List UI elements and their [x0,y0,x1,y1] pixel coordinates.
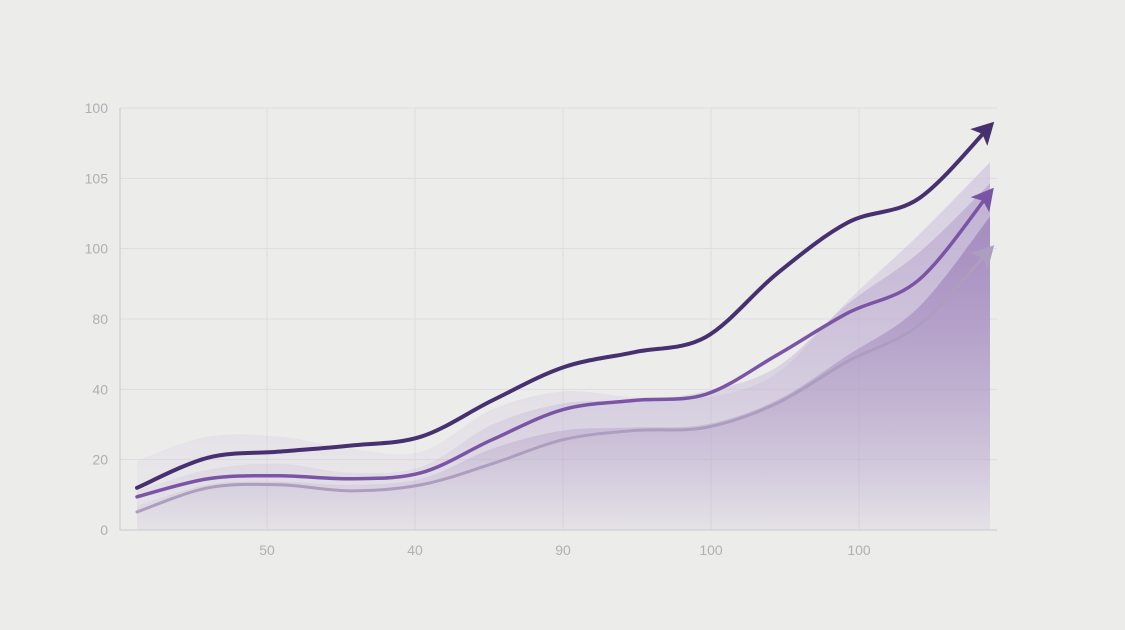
x-tick-label: 40 [407,542,423,558]
y-tick-label: 20 [92,452,108,468]
series-line [135,190,992,499]
arrowheads [970,121,995,270]
series-lines [135,124,992,514]
arrowhead [970,187,994,213]
series-line [135,124,992,490]
x-tick-label: 100 [847,542,871,558]
arrowhead [970,121,995,146]
x-tick-label: 100 [699,542,723,558]
y-axis-ticks: 0 20 40 80 100 105 100 [85,100,109,538]
y-tick-label: 80 [92,311,108,327]
y-tick-label: 40 [92,381,108,397]
grid [120,107,997,530]
area-band [137,216,990,530]
area-bands [137,162,990,530]
axes [119,108,997,531]
y-tick-label: 105 [85,170,109,186]
arrowhead [970,245,995,270]
x-tick-label: 50 [259,542,275,558]
x-axis-ticks: 50 40 90 100 100 [259,542,871,558]
x-tick-label: 90 [555,542,571,558]
series-line [135,248,992,514]
y-tick-label: 100 [85,241,109,257]
y-tick-label: 0 [100,522,108,538]
y-tick-label: 100 [85,100,109,116]
